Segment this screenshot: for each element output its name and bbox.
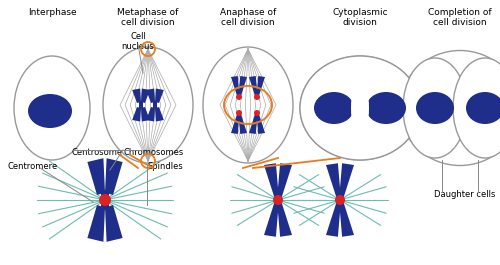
Polygon shape xyxy=(146,107,155,121)
Polygon shape xyxy=(264,200,292,237)
Polygon shape xyxy=(249,113,265,134)
Polygon shape xyxy=(153,101,157,109)
Ellipse shape xyxy=(273,195,283,205)
Polygon shape xyxy=(88,205,105,242)
Text: Cell
nucleus: Cell nucleus xyxy=(122,32,154,51)
Polygon shape xyxy=(155,89,164,103)
Polygon shape xyxy=(326,200,354,237)
Text: Centromere: Centromere xyxy=(8,162,58,171)
Ellipse shape xyxy=(236,110,242,116)
Ellipse shape xyxy=(335,195,345,205)
Polygon shape xyxy=(105,158,122,195)
Ellipse shape xyxy=(99,194,111,206)
Polygon shape xyxy=(139,101,143,109)
Ellipse shape xyxy=(28,94,72,128)
Polygon shape xyxy=(141,89,150,103)
Polygon shape xyxy=(155,107,164,121)
Text: Chromosomes: Chromosomes xyxy=(123,148,183,157)
Polygon shape xyxy=(326,163,354,200)
Ellipse shape xyxy=(366,92,406,124)
Polygon shape xyxy=(105,205,122,242)
Ellipse shape xyxy=(14,56,90,160)
Ellipse shape xyxy=(314,92,354,124)
Ellipse shape xyxy=(300,56,420,160)
Ellipse shape xyxy=(466,92,500,124)
Ellipse shape xyxy=(203,47,293,163)
Polygon shape xyxy=(264,163,292,200)
Polygon shape xyxy=(132,89,141,103)
Ellipse shape xyxy=(453,58,500,158)
Text: Cytoplasmic
division: Cytoplasmic division xyxy=(332,8,388,27)
Text: Metaphase of
cell division: Metaphase of cell division xyxy=(118,8,178,27)
Polygon shape xyxy=(146,89,155,103)
Text: Centrosome: Centrosome xyxy=(72,148,123,157)
Text: Anaphase of
cell division: Anaphase of cell division xyxy=(220,8,276,27)
Ellipse shape xyxy=(254,94,260,100)
Text: Completion of
cell division: Completion of cell division xyxy=(428,8,492,27)
Ellipse shape xyxy=(236,94,242,100)
Polygon shape xyxy=(101,190,109,210)
Text: Interphase: Interphase xyxy=(28,8,76,17)
Text: Daughter cells: Daughter cells xyxy=(434,190,496,199)
Text: Spindles: Spindles xyxy=(147,162,183,171)
Polygon shape xyxy=(249,76,265,97)
Ellipse shape xyxy=(416,92,454,124)
Ellipse shape xyxy=(351,81,369,135)
Polygon shape xyxy=(141,107,150,121)
Polygon shape xyxy=(132,107,141,121)
Ellipse shape xyxy=(300,56,420,160)
Polygon shape xyxy=(231,76,247,97)
Ellipse shape xyxy=(103,47,193,163)
Polygon shape xyxy=(231,113,247,134)
Ellipse shape xyxy=(254,110,260,116)
Ellipse shape xyxy=(403,58,467,158)
Polygon shape xyxy=(88,158,105,195)
